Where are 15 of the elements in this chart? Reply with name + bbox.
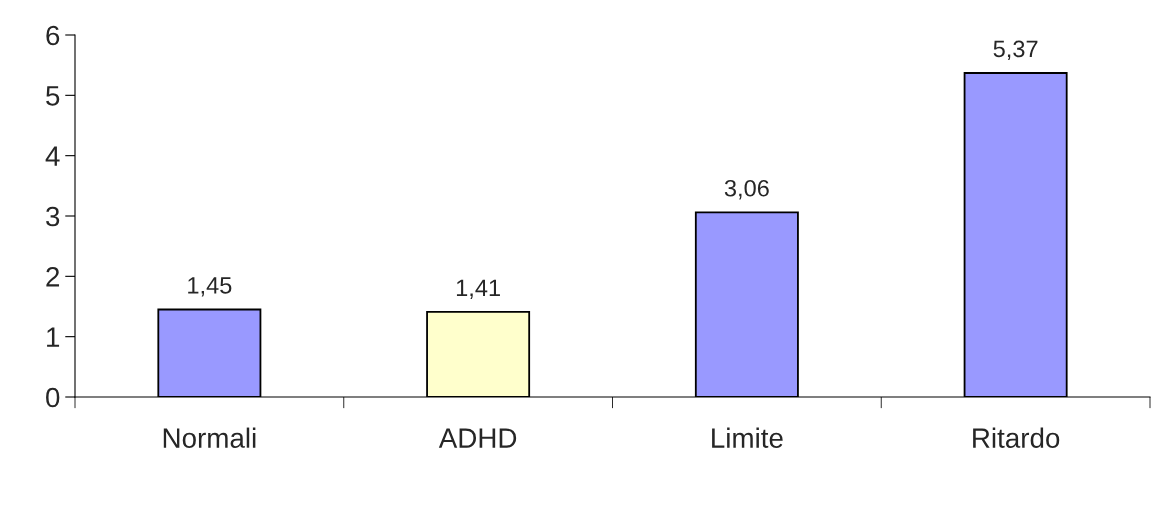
y-tick-label: 3	[46, 206, 60, 227]
x-tick-label: ADHD	[438, 428, 517, 448]
x-tick-label: Limite	[712, 427, 783, 448]
y-tick-label: 6	[46, 25, 60, 46]
y-tick-label: 4	[45, 146, 60, 166]
data-label: 1,45	[188, 277, 232, 297]
y-tick-label: 1	[47, 327, 60, 347]
data-label: 1,41	[456, 279, 500, 299]
y-tick-label: 0	[46, 387, 60, 408]
y-tick-label: 2	[46, 267, 60, 287]
data-label: 5,37	[993, 40, 1038, 61]
y-tick-label: 5	[46, 86, 60, 106]
x-tick-label: Ritardo	[973, 427, 1060, 448]
x-tick-label: Normali	[163, 427, 256, 448]
data-label: 3,06	[724, 179, 769, 200]
